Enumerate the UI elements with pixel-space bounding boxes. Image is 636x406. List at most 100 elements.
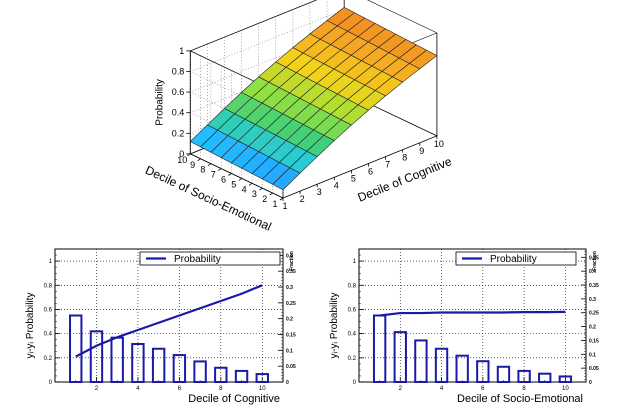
fraction-bar bbox=[172, 354, 187, 384]
y2-tick-label: 0.05 bbox=[589, 366, 599, 372]
y-tick-label: 0.8 bbox=[348, 283, 357, 289]
y2-tick-label: 0 bbox=[286, 380, 289, 386]
y-tick bbox=[187, 153, 191, 157]
y-tick-label: 8 bbox=[200, 165, 205, 175]
x-axis-label: Decile of Cognitive bbox=[188, 393, 280, 405]
y-tick-label: 0.2 bbox=[44, 356, 53, 362]
y2-tick-label: 0.05 bbox=[286, 364, 296, 370]
fraction-bar bbox=[255, 373, 269, 384]
fraction-bar bbox=[538, 372, 552, 383]
fraction-bar bbox=[69, 314, 83, 383]
fraction-bar bbox=[89, 330, 104, 384]
probability-line bbox=[379, 310, 566, 317]
x-tick-label: 8 bbox=[522, 386, 526, 392]
z-axis-label: Probability bbox=[154, 79, 165, 126]
legend-box bbox=[139, 251, 281, 266]
fraction-bar bbox=[151, 347, 166, 383]
y-tick-label: 0 bbox=[353, 380, 357, 386]
y2-tick-label: 0.3 bbox=[286, 285, 293, 291]
fraction-bar bbox=[558, 375, 573, 384]
y-tick-label: 5 bbox=[231, 179, 236, 189]
y-tick-label: 0.4 bbox=[348, 332, 357, 338]
x-tick-label: 4 bbox=[136, 386, 140, 392]
fraction-bar bbox=[517, 369, 531, 383]
y-tick-label: 0.4 bbox=[44, 332, 53, 338]
y-tick-label: 3 bbox=[252, 189, 257, 199]
y-tick bbox=[228, 173, 232, 176]
y2-tick-label: 0.15 bbox=[286, 333, 296, 339]
y-tick-label: 2 bbox=[262, 194, 267, 204]
y-tick-label: 0.6 bbox=[348, 307, 357, 313]
y2-tick-label: 0.1 bbox=[286, 348, 293, 354]
y2-tick-label: 0.25 bbox=[589, 311, 599, 317]
probability-line bbox=[75, 284, 263, 358]
x-tick-label: 6 bbox=[368, 167, 373, 177]
y-tick bbox=[259, 187, 263, 191]
x-tick-label: 10 bbox=[259, 386, 266, 392]
y-tick bbox=[269, 192, 273, 196]
y-tick-label: 9 bbox=[190, 160, 195, 170]
fraction-bar bbox=[496, 365, 511, 383]
plot-frame bbox=[358, 248, 587, 383]
y2-tick-label: 0.25 bbox=[286, 301, 296, 307]
y-tick-label: 0.6 bbox=[44, 307, 53, 313]
y-tick-label: 4 bbox=[242, 184, 247, 194]
x-axis-label: Decile of Socio-Emotional bbox=[457, 393, 583, 405]
x-tick-label: 2 bbox=[95, 386, 99, 392]
y2-tick-label: 0.45 bbox=[589, 255, 599, 261]
legend-label: Probability bbox=[490, 254, 537, 265]
y2-tick-label: 0 bbox=[589, 380, 592, 386]
x-tick-label: 8 bbox=[402, 153, 407, 163]
y2-tick-label: 0.2 bbox=[589, 325, 596, 331]
y-tick-label: 0.2 bbox=[348, 356, 357, 362]
x-tick-label: 3 bbox=[317, 187, 322, 197]
x-tick-label: 8 bbox=[219, 386, 223, 392]
x-tick-label: 5 bbox=[351, 173, 356, 183]
legend-label: Probability bbox=[174, 254, 221, 265]
y-tick bbox=[238, 178, 243, 181]
y-tick-label: 0.8 bbox=[44, 283, 53, 289]
z-tick-label: 0 bbox=[179, 149, 184, 159]
y2-tick-label: 0.3 bbox=[589, 297, 596, 303]
surface-chart: 00.20.40.60.81Probability12345678910Deci… bbox=[143, 0, 454, 234]
fraction-bar bbox=[110, 336, 124, 383]
y2-tick-label: 0.4 bbox=[286, 253, 293, 259]
y2-tick-label: 0.35 bbox=[589, 283, 599, 289]
x-tick-label: 7 bbox=[385, 160, 390, 170]
cognitive-chart: 00.20.40.60.8100.050.10.150.20.250.30.35… bbox=[25, 248, 296, 405]
surface-cell bbox=[408, 49, 438, 70]
y2-tick-label: 0.1 bbox=[589, 352, 596, 358]
y2-axis-label: Fraction bbox=[592, 251, 598, 271]
z-tick-label: 0.4 bbox=[172, 108, 185, 118]
x-tick-label: 2 bbox=[399, 386, 403, 392]
y2-axis-label: Fraction bbox=[289, 251, 295, 271]
x-tick-label: 10 bbox=[562, 386, 569, 392]
z-tick-label: 0.8 bbox=[172, 67, 185, 77]
fraction-bar bbox=[234, 369, 249, 383]
fraction-bar bbox=[372, 314, 387, 383]
x-tick-label: 9 bbox=[419, 146, 424, 156]
y-tick-label: 1 bbox=[353, 259, 357, 265]
y-tick-label: 0 bbox=[49, 380, 53, 386]
y2-tick-label: 0.2 bbox=[286, 317, 293, 323]
y-tick bbox=[279, 197, 284, 201]
y-axis-label: yᵢ-yᵢ Probability bbox=[329, 293, 340, 359]
fraction-bar bbox=[434, 347, 449, 383]
x-tick-label: 10 bbox=[434, 139, 444, 149]
y2-tick-label: 0.4 bbox=[589, 269, 596, 275]
x-tick-label: 1 bbox=[282, 201, 287, 211]
x-tick-label: 4 bbox=[334, 180, 339, 190]
fraction-bar bbox=[476, 360, 490, 383]
z-tick-label: 0.2 bbox=[172, 128, 185, 138]
fraction-bar bbox=[193, 360, 207, 383]
y-tick-label: 1 bbox=[272, 199, 277, 209]
y-tick-label: 7 bbox=[211, 170, 216, 180]
y-tick bbox=[207, 163, 212, 167]
y-tick bbox=[217, 168, 222, 171]
y-axis-label: yᵢ-yᵢ Probability bbox=[25, 293, 36, 359]
x-tick-label: 2 bbox=[300, 194, 305, 204]
fraction-bar bbox=[393, 331, 407, 383]
x-tick-label: 6 bbox=[178, 386, 182, 392]
fraction-bar bbox=[131, 343, 145, 383]
